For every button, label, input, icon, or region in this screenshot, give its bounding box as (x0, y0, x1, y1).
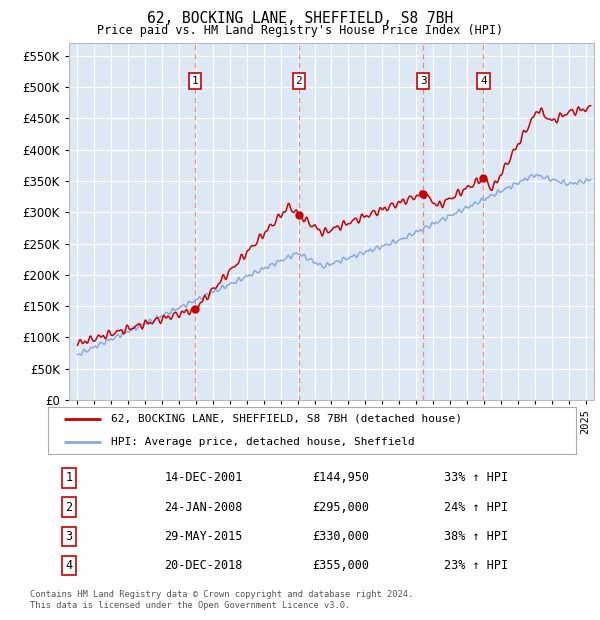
Text: 23% ↑ HPI: 23% ↑ HPI (444, 559, 508, 572)
Text: Contains HM Land Registry data © Crown copyright and database right 2024.
This d: Contains HM Land Registry data © Crown c… (30, 590, 413, 609)
Text: 14-DEC-2001: 14-DEC-2001 (164, 471, 242, 484)
Text: 1: 1 (65, 471, 73, 484)
Text: 4: 4 (480, 76, 487, 86)
Text: HPI: Average price, detached house, Sheffield: HPI: Average price, detached house, Shef… (112, 437, 415, 447)
Text: 3: 3 (420, 76, 427, 86)
Text: 1: 1 (192, 76, 199, 86)
Text: Price paid vs. HM Land Registry's House Price Index (HPI): Price paid vs. HM Land Registry's House … (97, 24, 503, 37)
Text: 4: 4 (65, 559, 73, 572)
Text: 62, BOCKING LANE, SHEFFIELD, S8 7BH (detached house): 62, BOCKING LANE, SHEFFIELD, S8 7BH (det… (112, 414, 463, 424)
Text: 2: 2 (295, 76, 302, 86)
Text: 62, BOCKING LANE, SHEFFIELD, S8 7BH: 62, BOCKING LANE, SHEFFIELD, S8 7BH (147, 11, 453, 26)
Text: 20-DEC-2018: 20-DEC-2018 (164, 559, 242, 572)
Text: £330,000: £330,000 (312, 530, 369, 543)
Text: £144,950: £144,950 (312, 471, 369, 484)
Text: 3: 3 (65, 530, 73, 543)
Text: 38% ↑ HPI: 38% ↑ HPI (444, 530, 508, 543)
Text: 24-JAN-2008: 24-JAN-2008 (164, 500, 242, 513)
Text: £295,000: £295,000 (312, 500, 369, 513)
Text: 24% ↑ HPI: 24% ↑ HPI (444, 500, 508, 513)
Text: £355,000: £355,000 (312, 559, 369, 572)
Text: 33% ↑ HPI: 33% ↑ HPI (444, 471, 508, 484)
FancyBboxPatch shape (48, 407, 576, 454)
Text: 29-MAY-2015: 29-MAY-2015 (164, 530, 242, 543)
Text: 2: 2 (65, 500, 73, 513)
